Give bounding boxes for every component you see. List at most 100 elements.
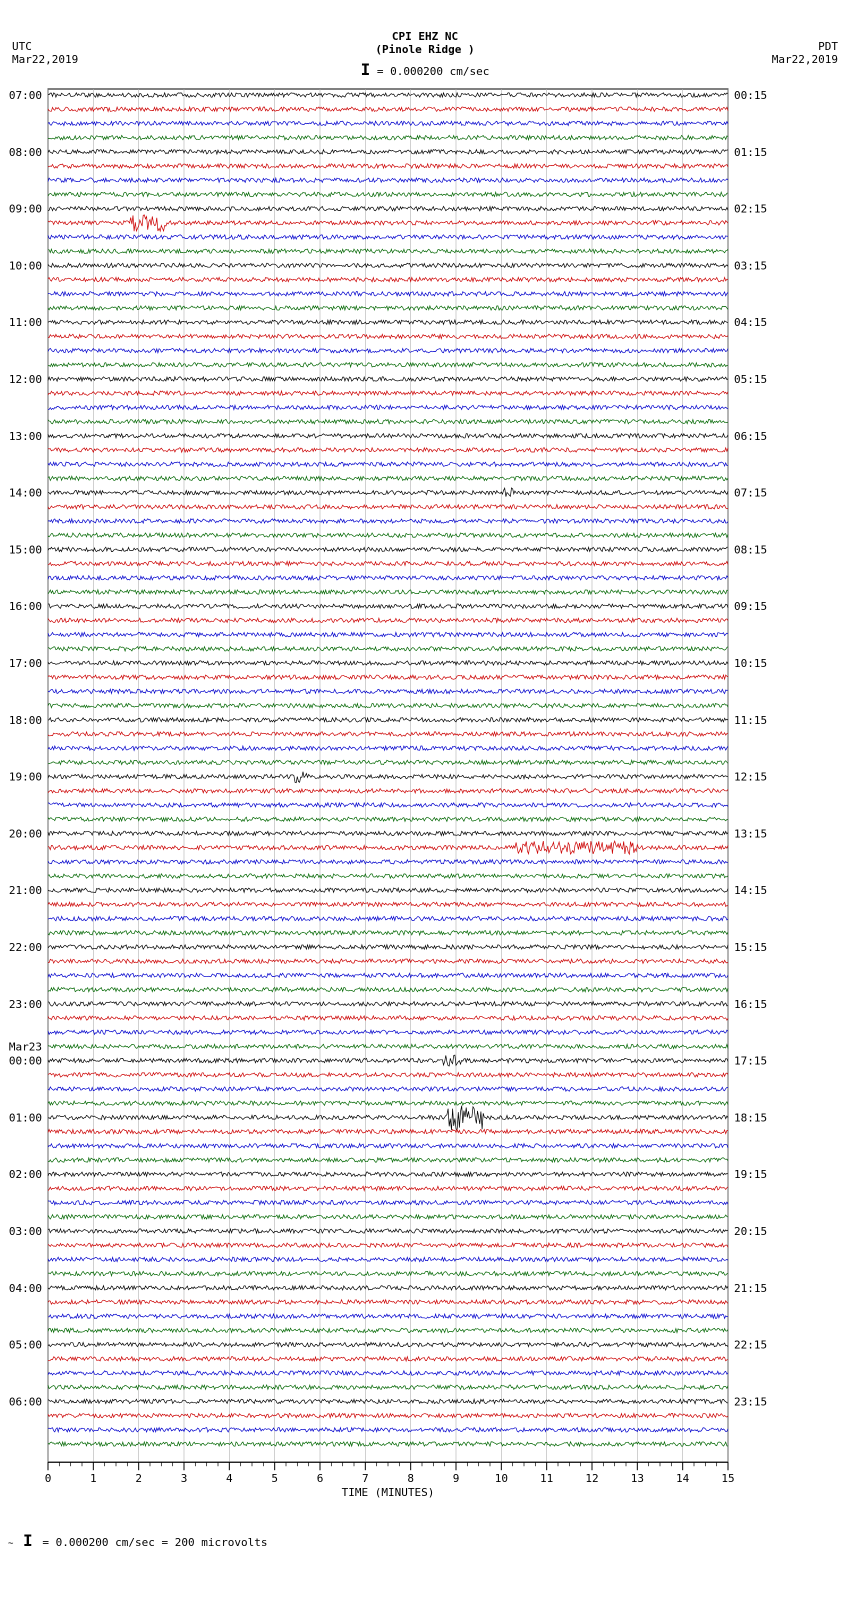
seismogram-svg: 07:0008:0009:0010:0011:0012:0013:0014:00… [0,85,776,1522]
seismic-trace [48,675,728,679]
seismic-trace [48,1200,728,1204]
seismic-trace [48,1300,728,1304]
seismic-trace [48,618,728,622]
utc-time-label: 04:00 [9,1282,42,1295]
pdt-header: PDT Mar22,2019 [772,40,838,66]
seismic-trace [48,1158,728,1162]
pdt-time-label: 08:15 [734,543,767,556]
utc-time-label: 00:00 [9,1055,42,1068]
x-tick-label: 2 [135,1472,142,1485]
pdt-time-label: 17:15 [734,1055,767,1068]
pdt-time-label: 01:15 [734,146,767,159]
seismic-trace [48,434,728,438]
seismic-trace [48,916,728,920]
utc-time-label: 13:00 [9,430,42,443]
seismic-trace [48,576,728,580]
utc-time-label: 16:00 [9,600,42,613]
chart-header: CPI EHZ NC (Pinole Ridge ) [0,0,850,56]
x-tick-label: 5 [271,1472,278,1485]
utc-time-label: 08:00 [9,146,42,159]
pdt-time-label: 03:15 [734,259,767,272]
seismic-trace [48,661,728,665]
seismic-trace [48,215,728,231]
utc-time-label: 23:00 [9,998,42,1011]
seismic-trace [48,760,728,764]
utc-time-label: 10:00 [9,259,42,272]
pdt-time-label: 05:15 [734,373,767,386]
seismic-trace [48,150,728,154]
seismic-trace [48,1172,728,1176]
utc-time-label: 02:00 [9,1168,42,1181]
seismic-trace [48,1129,728,1133]
seismic-trace [48,860,728,864]
seismic-trace [48,1016,728,1020]
seismic-trace [48,292,728,296]
footer-text: = 0.000200 cm/sec = 200 microvolts [42,1536,267,1549]
seismic-trace [48,235,728,239]
seismic-trace [48,1186,728,1190]
seismic-trace [48,945,728,949]
footer-scale: ~ I = 0.000200 cm/sec = 200 microvolts [0,1525,850,1556]
scale-indicator: I = 0.000200 cm/sec [0,60,850,79]
seismic-trace [48,1271,728,1275]
utc-header: UTC Mar22,2019 [12,40,78,66]
utc-time-label: 19:00 [9,771,42,784]
seismic-trace [48,1286,728,1290]
seismic-trace [48,1243,728,1247]
seismic-trace [48,391,728,395]
utc-time-label: 14:00 [9,487,42,500]
pdt-time-label: 11:15 [734,714,767,727]
seismic-trace [48,334,728,338]
x-tick-label: 11 [540,1472,553,1485]
x-tick-label: 9 [453,1472,460,1485]
utc-time-label: 22:00 [9,941,42,954]
left-date-label: Mar22,2019 [12,53,78,66]
seismic-trace [48,1073,728,1077]
seismic-trace [48,1442,728,1446]
seismic-trace [48,1428,728,1432]
seismic-trace [48,1314,728,1318]
seismic-trace [48,803,728,807]
seismic-trace [48,107,728,111]
seismic-trace [48,519,728,523]
utc-time-label: 15:00 [9,543,42,556]
seismic-trace [48,135,728,139]
seismic-trace [48,488,728,497]
pdt-time-label: 22:15 [734,1339,767,1352]
seismic-trace [48,306,728,310]
seismic-trace [48,902,728,906]
seismic-trace [48,973,728,977]
seismic-trace [48,789,728,793]
seismic-trace [48,377,728,381]
seismogram-plot: 07:0008:0009:0010:0011:0012:0013:0014:00… [0,85,850,1525]
seismic-trace [48,164,728,168]
seismic-trace [48,1101,728,1105]
x-tick-label: 13 [631,1472,644,1485]
x-tick-label: 7 [362,1472,369,1485]
seismic-trace [48,263,728,267]
pdt-time-label: 13:15 [734,827,767,840]
utc-time-label: Mar23 [9,1040,42,1053]
utc-time-label: 20:00 [9,827,42,840]
pdt-time-label: 00:15 [734,89,767,102]
seismic-trace [48,1371,728,1375]
seismic-trace [48,505,728,509]
seismic-trace [48,1055,728,1066]
utc-time-label: 12:00 [9,373,42,386]
pdt-time-label: 23:15 [734,1395,767,1408]
seismic-trace [48,561,728,565]
pdt-time-label: 16:15 [734,998,767,1011]
seismic-trace [48,1106,728,1131]
seismic-trace [48,206,728,210]
seismic-trace [48,604,728,608]
utc-time-label: 06:00 [9,1395,42,1408]
station-location: (Pinole Ridge ) [0,43,850,56]
x-tick-label: 6 [317,1472,324,1485]
utc-time-label: 17:00 [9,657,42,670]
pdt-time-label: 15:15 [734,941,767,954]
seismic-trace [48,831,728,835]
x-tick-label: 12 [585,1472,598,1485]
seismic-trace [48,533,728,537]
pdt-time-label: 21:15 [734,1282,767,1295]
x-tick-label: 14 [676,1472,690,1485]
